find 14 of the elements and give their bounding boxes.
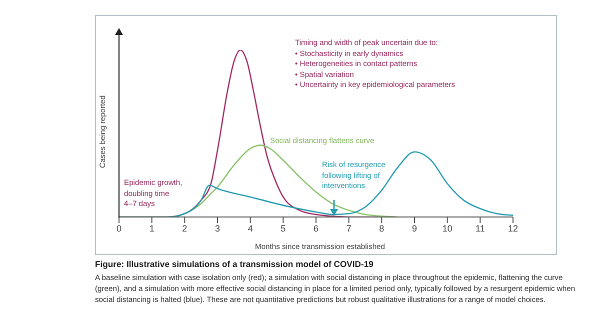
x-tick-label: 5 [280,223,286,234]
x-tick-label: 1 [149,223,154,234]
x-tick-label: 12 [508,223,518,234]
x-tick-label: 6 [313,223,319,234]
x-tick-label: 10 [442,223,452,234]
text: Figure: Illustrative simulations of a transmission model of COVID-19 [95,259,374,269]
x-tick-label: 7 [346,223,352,234]
x-tick-label: 3 [214,223,220,234]
x-tick-label: 0 [116,223,122,234]
x-tick-label: 8 [379,223,384,234]
x-tick-label: 2 [182,223,188,234]
x-tick-label: 4 [248,223,253,234]
x-tick-label: 9 [412,223,418,234]
x-tick-label: 11 [475,223,485,234]
